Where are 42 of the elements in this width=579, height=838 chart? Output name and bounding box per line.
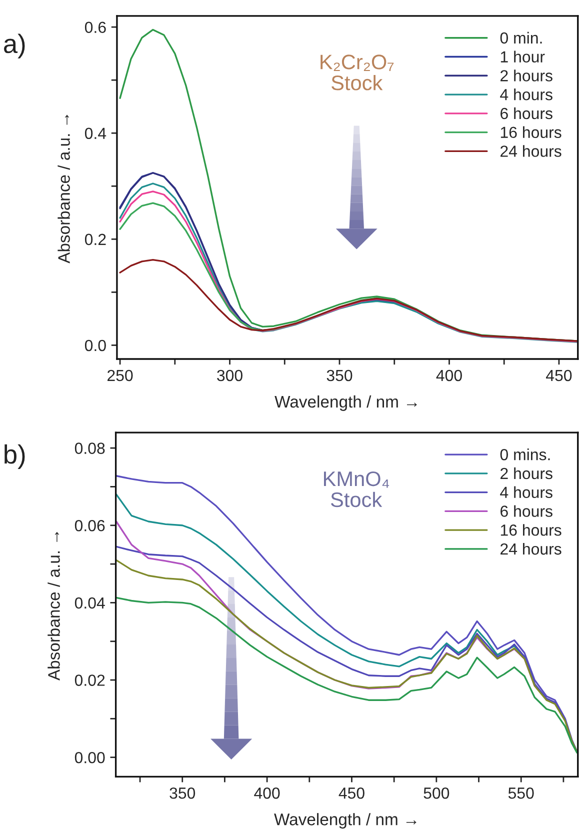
legend-label: 4 hours xyxy=(500,88,552,100)
y-axis-title: Absorbance / a.u. → xyxy=(58,114,70,264)
x-tick-label: 400 xyxy=(254,787,280,799)
y-tick-label: 0.00 xyxy=(74,752,105,764)
y-tick-label: 0.02 xyxy=(74,674,105,686)
x-tick-label: 550 xyxy=(508,787,534,799)
x-tick-label: 500 xyxy=(424,787,450,799)
legend-label: 2 hours xyxy=(500,467,552,480)
y-tick-label: 0.6 xyxy=(84,22,106,33)
x-tick-label: 400 xyxy=(436,370,462,382)
y-tick-label: 0.08 xyxy=(74,442,105,454)
x-tick-label: 250 xyxy=(108,370,133,382)
y-tick-label: 0.2 xyxy=(84,234,106,246)
line-series xyxy=(116,596,578,754)
x-tick-label: 350 xyxy=(170,787,196,799)
x-tick-label: 350 xyxy=(326,370,352,382)
x-tick-label: 300 xyxy=(217,370,242,382)
annotation: KMnO₄ Stock xyxy=(324,471,390,508)
legend-label: 16 hours xyxy=(500,524,562,536)
legend-label: 16 hours xyxy=(500,126,562,138)
x-axis-title: Wavelength / nm → xyxy=(274,395,417,411)
legend-label: 24 hours xyxy=(500,542,562,555)
legend-label: 1 hour xyxy=(500,50,545,63)
y-axis-title: Absorbance / a.u. → xyxy=(48,532,60,681)
y-tick-label: 0.06 xyxy=(74,520,105,532)
legend-label: 6 hours xyxy=(500,505,552,517)
legend-label: 0 mins. xyxy=(500,448,550,460)
line-series xyxy=(119,259,578,342)
x-tick-label: 450 xyxy=(546,370,572,382)
legend-label: 6 hours xyxy=(500,107,552,120)
x-tick-label: 450 xyxy=(338,787,364,799)
y-tick-label: 0.4 xyxy=(84,128,106,140)
legend-label: 24 hours xyxy=(500,145,562,157)
x-axis-title: Wavelength / nm → xyxy=(274,813,416,829)
annotation: K₂Cr₂O₇ Stock xyxy=(320,54,394,90)
y-tick-label: 0.04 xyxy=(74,597,105,609)
text: b) xyxy=(4,444,25,469)
y-tick-label: 0.0 xyxy=(84,340,106,352)
legend-label: 2 hours xyxy=(500,70,552,82)
legend-label: 0 min. xyxy=(500,32,542,44)
legend-label: 4 hours xyxy=(500,486,552,498)
text: a) xyxy=(4,34,25,58)
